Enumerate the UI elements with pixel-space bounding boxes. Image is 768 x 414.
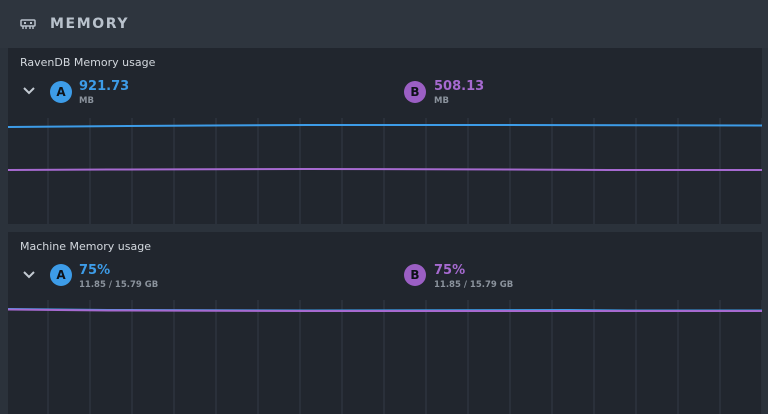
panel-title: Machine Memory usage xyxy=(20,240,151,253)
server-b-unit: 11.85 / 15.79 GB xyxy=(434,280,514,290)
server-b-value: 75% xyxy=(434,263,466,278)
server-a-value: 75% xyxy=(79,263,111,278)
server-a-unit: MB xyxy=(79,96,94,106)
ravendb-memory-chart xyxy=(8,118,762,224)
server-b-value: 508.13 xyxy=(434,79,485,94)
machine-memory-panel: Machine Memory usage A 75% 11.85 / 15.79… xyxy=(8,232,762,414)
server-b-series-line xyxy=(8,167,762,171)
server-a-unit: 11.85 / 15.79 GB xyxy=(79,280,159,290)
section-title: MEMORY xyxy=(50,16,130,32)
panel-title: RavenDB Memory usage xyxy=(20,56,156,69)
memory-section-header: MEMORY xyxy=(0,0,768,48)
server-b-badge: B xyxy=(404,264,426,286)
server-a-badge: A xyxy=(50,81,72,103)
chevron-down-icon[interactable] xyxy=(22,270,36,280)
ravendb-memory-panel: RavenDB Memory usage A 921.73 MB B 508.1… xyxy=(8,48,762,224)
server-b-badge: B xyxy=(404,81,426,103)
server-b-series-line xyxy=(8,308,762,312)
machine-memory-chart xyxy=(8,300,762,414)
server-a-series-line xyxy=(8,124,762,128)
server-a-badge: A xyxy=(50,264,72,286)
chevron-down-icon[interactable] xyxy=(22,86,36,96)
memory-chip-icon xyxy=(20,19,36,29)
server-a-value: 921.73 xyxy=(79,79,130,94)
server-b-unit: MB xyxy=(434,96,449,106)
